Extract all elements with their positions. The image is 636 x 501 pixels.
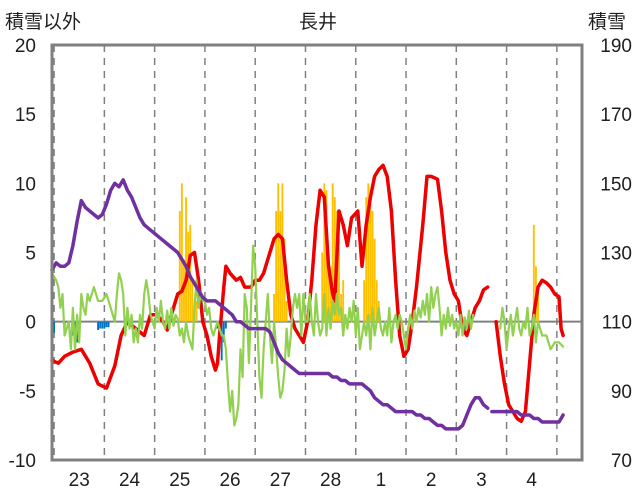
yellow-bar: [367, 183, 370, 322]
green-line: [499, 306, 565, 351]
yellow-bar: [275, 211, 278, 322]
blue-bar: [222, 321, 225, 343]
red-line: [494, 278, 565, 424]
x-tick-label: 1: [376, 470, 387, 491]
y-right-tick-label: 150: [600, 174, 632, 195]
y-right-tick-label: 90: [611, 382, 632, 403]
yellow-bar: [321, 252, 324, 322]
blue-bar: [97, 321, 100, 330]
blue-bar: [99, 321, 102, 329]
y-left-tick-label: 20: [15, 36, 36, 57]
y-left-tick-label: 0: [25, 313, 36, 334]
yellow-bar: [277, 183, 280, 322]
blue-bar: [105, 321, 108, 328]
x-tick-label: 28: [320, 470, 341, 491]
yellow-bar: [329, 266, 332, 322]
y-left-tick-label: -5: [19, 382, 36, 403]
yellow-bar: [185, 197, 188, 322]
blue-bar: [220, 321, 223, 361]
blue-bar: [107, 321, 110, 328]
purple-line: [490, 409, 565, 424]
yellow-bar: [338, 238, 340, 322]
yellow-bar: [375, 280, 378, 322]
yellow-bar: [365, 197, 368, 322]
yellow-bar: [195, 300, 198, 322]
blue-bar: [101, 321, 104, 329]
yellow-bar: [178, 211, 181, 322]
x-tick-label: 24: [119, 470, 141, 491]
vertical-gridlines: [53, 45, 558, 460]
y-right-ticks: 190 170 150 130 110 90 70: [600, 36, 632, 472]
yellow-bar: [371, 211, 374, 322]
x-tick-label: 2: [426, 470, 437, 491]
x-tick-label: 3: [476, 470, 487, 491]
y-right-tick-label: 170: [600, 105, 632, 126]
y-left-tick-label: 5: [25, 244, 36, 265]
y-left-tick-label: 10: [15, 174, 36, 195]
green-line-series: [50, 244, 565, 427]
y-left-tick-label: -10: [9, 451, 36, 472]
y-left-ticks: 20 15 10 5 0 -5 -10: [9, 36, 36, 472]
chart-title: 長井: [299, 11, 337, 33]
x-tick-label: 27: [270, 470, 291, 491]
x-tick-labels: 23 24 25 26 27 28 1 2 3 4: [69, 470, 538, 491]
y-left-tick-label: 15: [15, 105, 36, 126]
yellow-bar: [327, 252, 330, 322]
blue-bar: [103, 321, 106, 329]
y-right-tick-label: 190: [600, 36, 632, 57]
purple-line: [50, 178, 490, 431]
blue-bar: [53, 321, 56, 333]
yellow-bar: [537, 287, 539, 322]
x-tick-label: 23: [69, 470, 90, 491]
yellow-bar: [342, 280, 345, 322]
yellow-bar: [369, 197, 372, 322]
yellow-bar: [285, 300, 288, 322]
yellow-bar: [363, 280, 366, 322]
y-right-tick-label: 130: [600, 244, 632, 265]
plot-frame: [50, 43, 584, 462]
yellow-bar: [331, 183, 334, 322]
yellow-bar: [191, 280, 194, 322]
yellow-bar: [279, 211, 282, 322]
yellow-bar: [273, 294, 275, 322]
y-right-axis-label: 積雪: [588, 11, 626, 33]
y-left-axis-label: 積雪以外: [5, 11, 81, 33]
yellow-bar: [333, 197, 336, 322]
x-tick-label: 25: [169, 470, 190, 491]
y-right-tick-label: 110: [602, 313, 632, 334]
yellow-bar: [373, 238, 376, 322]
x-tick-label: 4: [526, 470, 537, 491]
yellow-bar: [180, 183, 183, 322]
x-tick-label: 26: [219, 470, 240, 491]
purple-line-series: [50, 178, 565, 431]
green-line: [50, 244, 475, 427]
yellow-bar: [323, 183, 326, 322]
yellow-bar: [283, 238, 286, 322]
blue-bar: [224, 321, 227, 329]
yellow-bar: [532, 224, 535, 322]
y-right-tick-label: 70: [611, 451, 632, 472]
series-lines: [50, 163, 565, 431]
